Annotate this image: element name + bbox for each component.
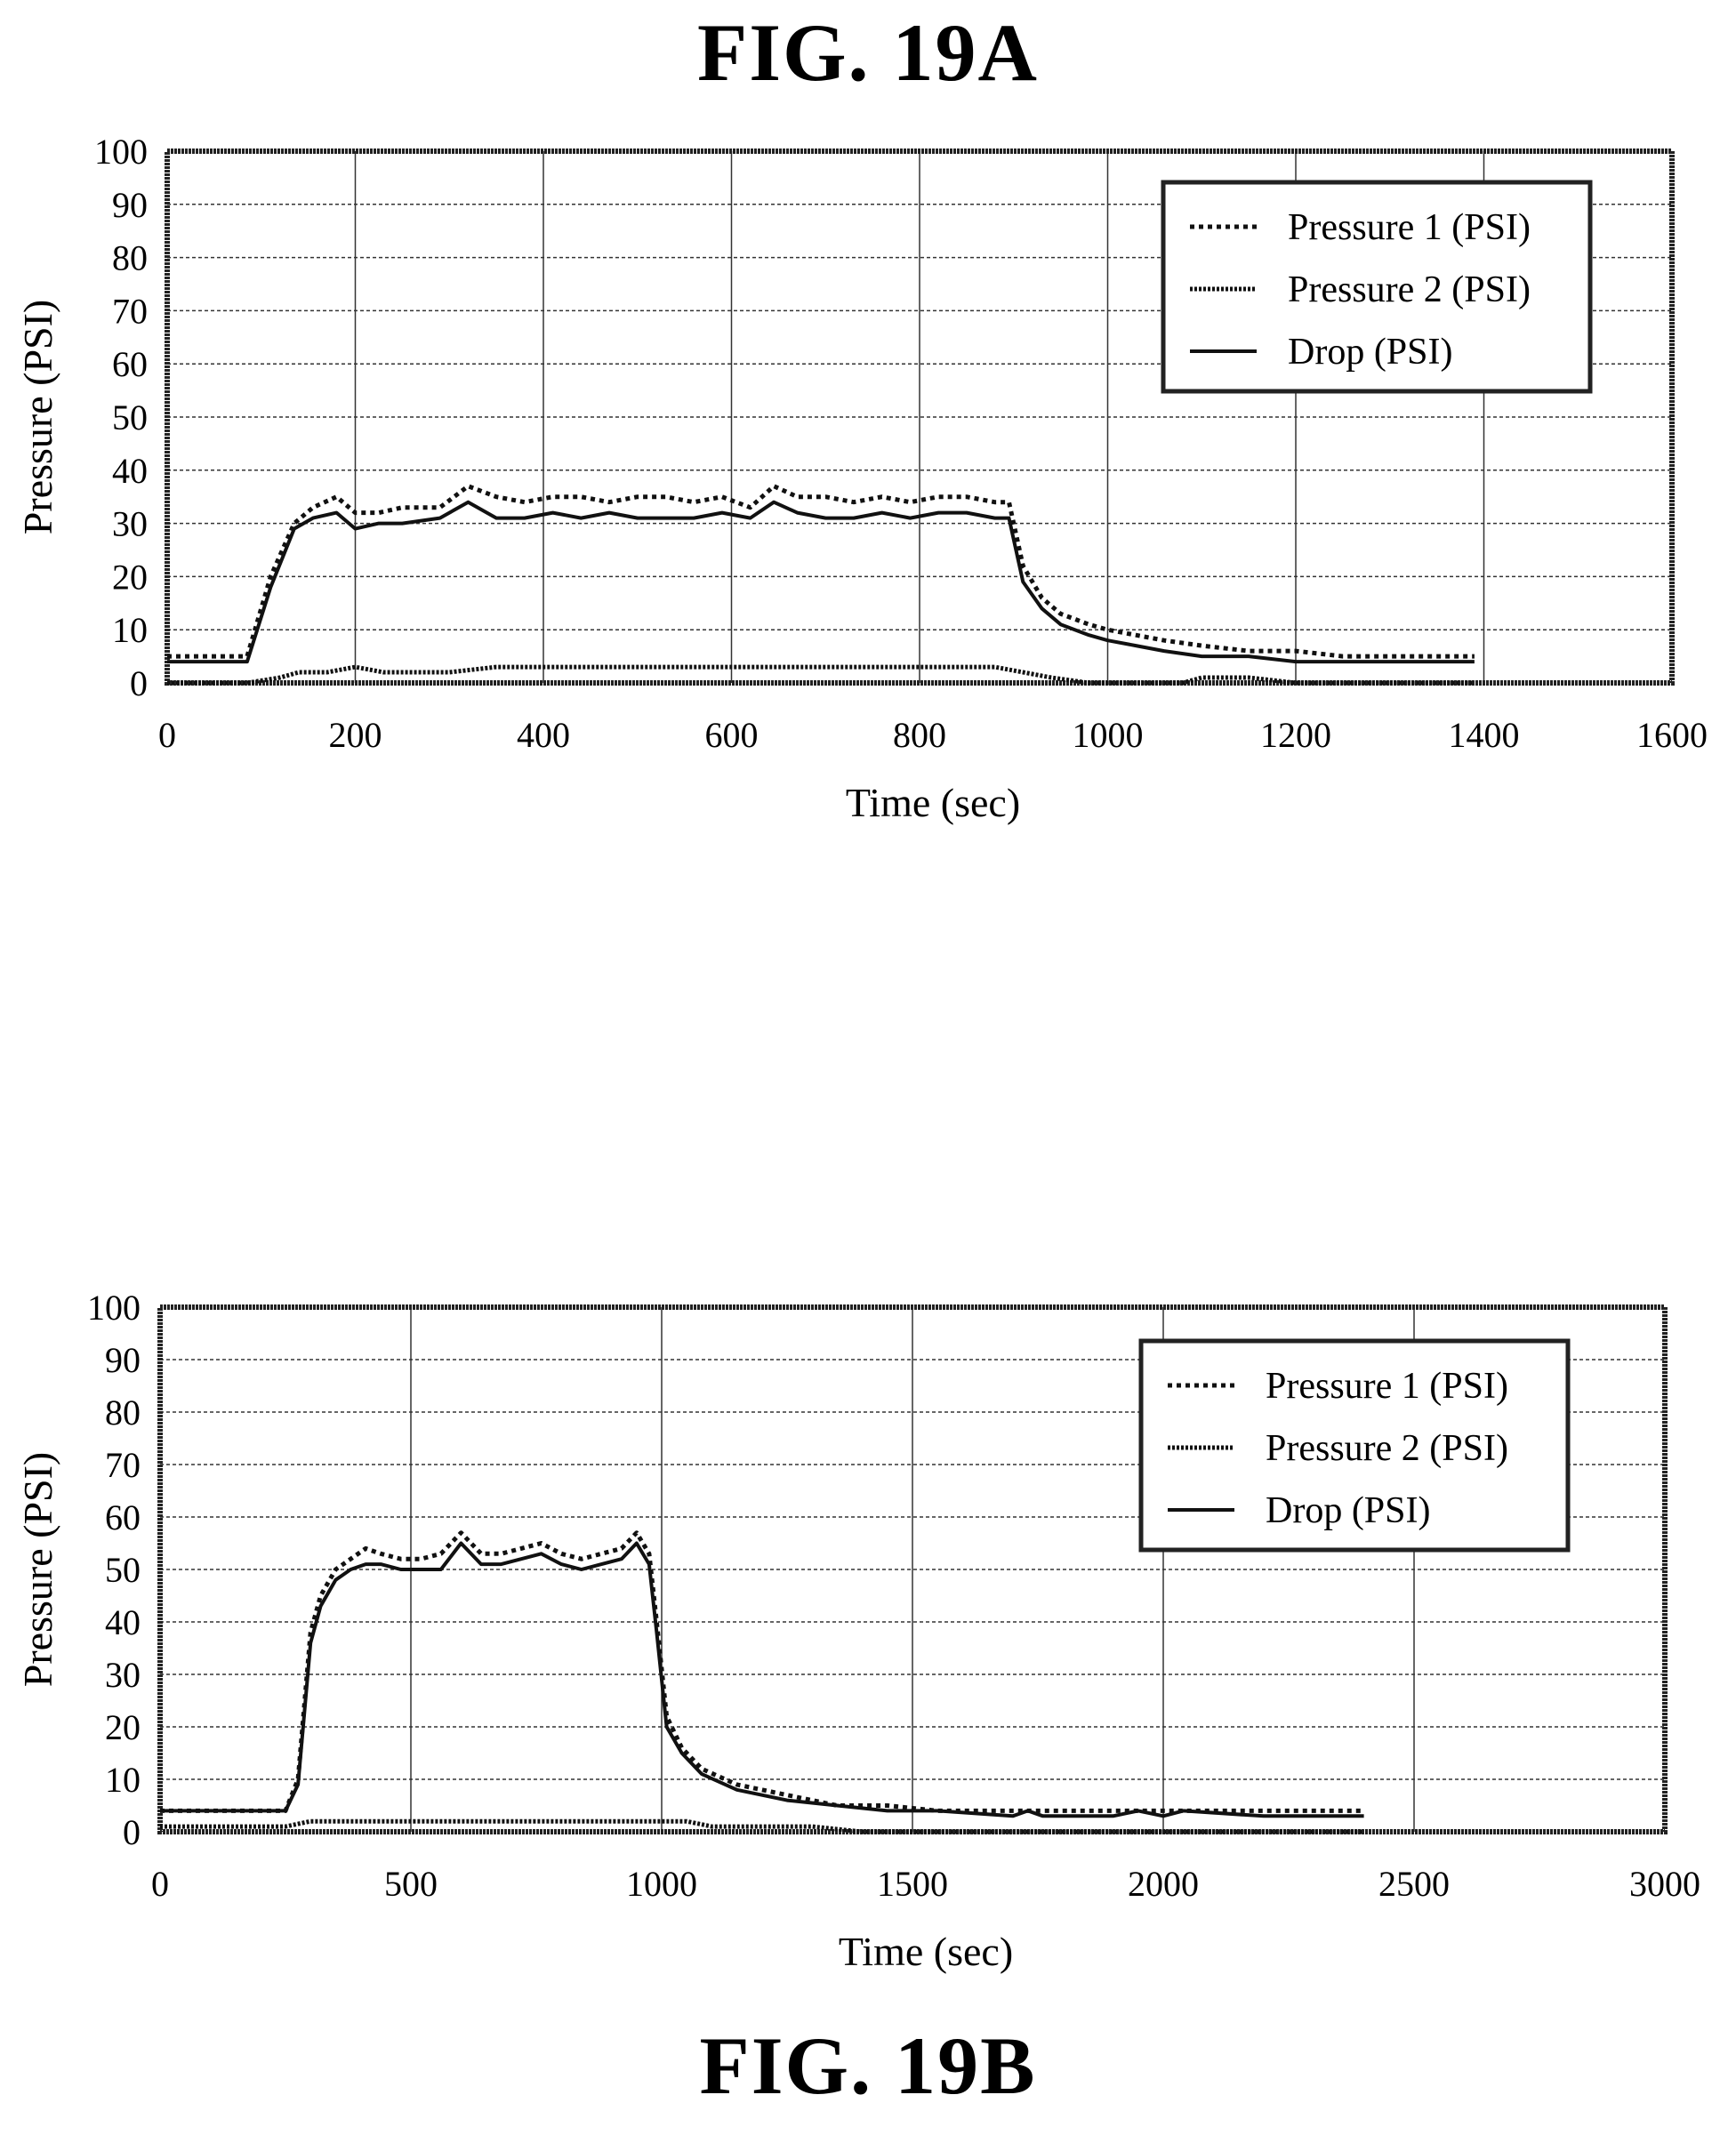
series-lines (167, 484, 1475, 686)
y-tick-label: 90 (112, 185, 148, 225)
y-tick-label: 40 (105, 1602, 141, 1642)
x-tick-label: 1000 (626, 1864, 697, 1904)
y-tick-label: 10 (112, 610, 148, 650)
y-tick-label: 30 (112, 504, 148, 544)
series-line-2 (160, 1818, 1364, 1834)
legend-label-pressure-1: Pressure 1 (PSI) (1288, 207, 1531, 248)
series-line-1 (160, 1530, 1364, 1813)
x-tick-label: 500 (384, 1864, 438, 1904)
x-tick-labels: 0 500 1000 1500 2000 2500 3000 (151, 1864, 1700, 1904)
y-axis-title: Pressure (PSI) (15, 1452, 60, 1687)
y-tick-label: 70 (112, 291, 148, 331)
y-tick-label: 20 (112, 557, 148, 597)
y-tick-labels: 0 10 20 30 40 50 60 70 80 90 100 (87, 1288, 141, 1852)
y-tick-label: 70 (105, 1445, 141, 1485)
series-line-1 (167, 484, 1475, 659)
y-tick-label: 60 (105, 1497, 141, 1537)
chart-fig-19b: 0 10 20 30 40 50 60 70 80 90 100 0 500 1000 1500 2000 2… (15, 1288, 1700, 1974)
x-axis-title: Time (sec) (846, 780, 1020, 825)
figure-a-label: FIG. 19A (697, 7, 1039, 98)
y-tick-label: 80 (105, 1393, 141, 1433)
legend-label-drop: Drop (PSI) (1266, 1490, 1431, 1531)
y-tick-label: 90 (105, 1340, 141, 1380)
x-tick-label: 1600 (1636, 715, 1708, 755)
x-tick-label: 0 (158, 715, 176, 755)
figure-b-label: FIG. 19B (699, 2020, 1037, 2111)
x-tick-label: 1400 (1449, 715, 1520, 755)
x-tick-label: 1200 (1260, 715, 1331, 755)
x-tick-label: 2500 (1378, 1864, 1450, 1904)
y-tick-label: 40 (112, 451, 148, 491)
x-tick-label: 600 (705, 715, 759, 755)
y-tick-label: 0 (123, 1812, 141, 1852)
legend: Pressure 1 (PSI) Pressure 2 (PSI) Drop (… (1161, 180, 1593, 394)
y-tick-labels: 0 10 20 30 40 50 60 70 80 90 100 (94, 132, 148, 703)
y-tick-label: 50 (112, 397, 148, 437)
y-tick-label: 20 (105, 1707, 141, 1747)
series-lines (160, 1530, 1364, 1834)
chart-fig-19a: 0 10 20 30 40 50 60 70 80 90 100 0 200 400 600 800 1000… (15, 132, 1708, 825)
x-tick-labels: 0 200 400 600 800 1000 1200 1400 1600 (158, 715, 1708, 755)
x-tick-label: 2000 (1128, 1864, 1199, 1904)
legend-label-drop: Drop (PSI) (1288, 332, 1453, 373)
x-tick-label: 1500 (877, 1864, 948, 1904)
x-axis-title: Time (sec) (839, 1929, 1013, 1974)
y-tick-label: 30 (105, 1655, 141, 1695)
y-tick-label: 80 (112, 238, 148, 278)
legend-label-pressure-2: Pressure 2 (PSI) (1288, 269, 1531, 310)
x-tick-label: 0 (151, 1864, 169, 1904)
y-tick-label: 100 (94, 132, 148, 172)
y-tick-label: 0 (130, 663, 148, 703)
y-tick-label: 100 (87, 1288, 141, 1328)
legend-label-pressure-2: Pressure 2 (PSI) (1266, 1428, 1508, 1469)
legend: Pressure 1 (PSI) Pressure 2 (PSI) Drop (… (1138, 1338, 1571, 1553)
x-tick-label: 200 (329, 715, 382, 755)
legend-label-pressure-1: Pressure 1 (PSI) (1266, 1366, 1508, 1407)
y-tick-label: 60 (112, 344, 148, 384)
y-tick-label: 50 (105, 1550, 141, 1590)
x-tick-label: 3000 (1629, 1864, 1700, 1904)
y-axis-title: Pressure (PSI) (15, 300, 60, 534)
x-tick-label: 400 (517, 715, 570, 755)
plot-frame (165, 148, 1675, 686)
x-tick-label: 800 (893, 715, 946, 755)
x-tick-label: 1000 (1073, 715, 1144, 755)
series-line-3 (167, 500, 1475, 664)
series-line-3 (160, 1541, 1364, 1818)
y-tick-label: 10 (105, 1760, 141, 1800)
